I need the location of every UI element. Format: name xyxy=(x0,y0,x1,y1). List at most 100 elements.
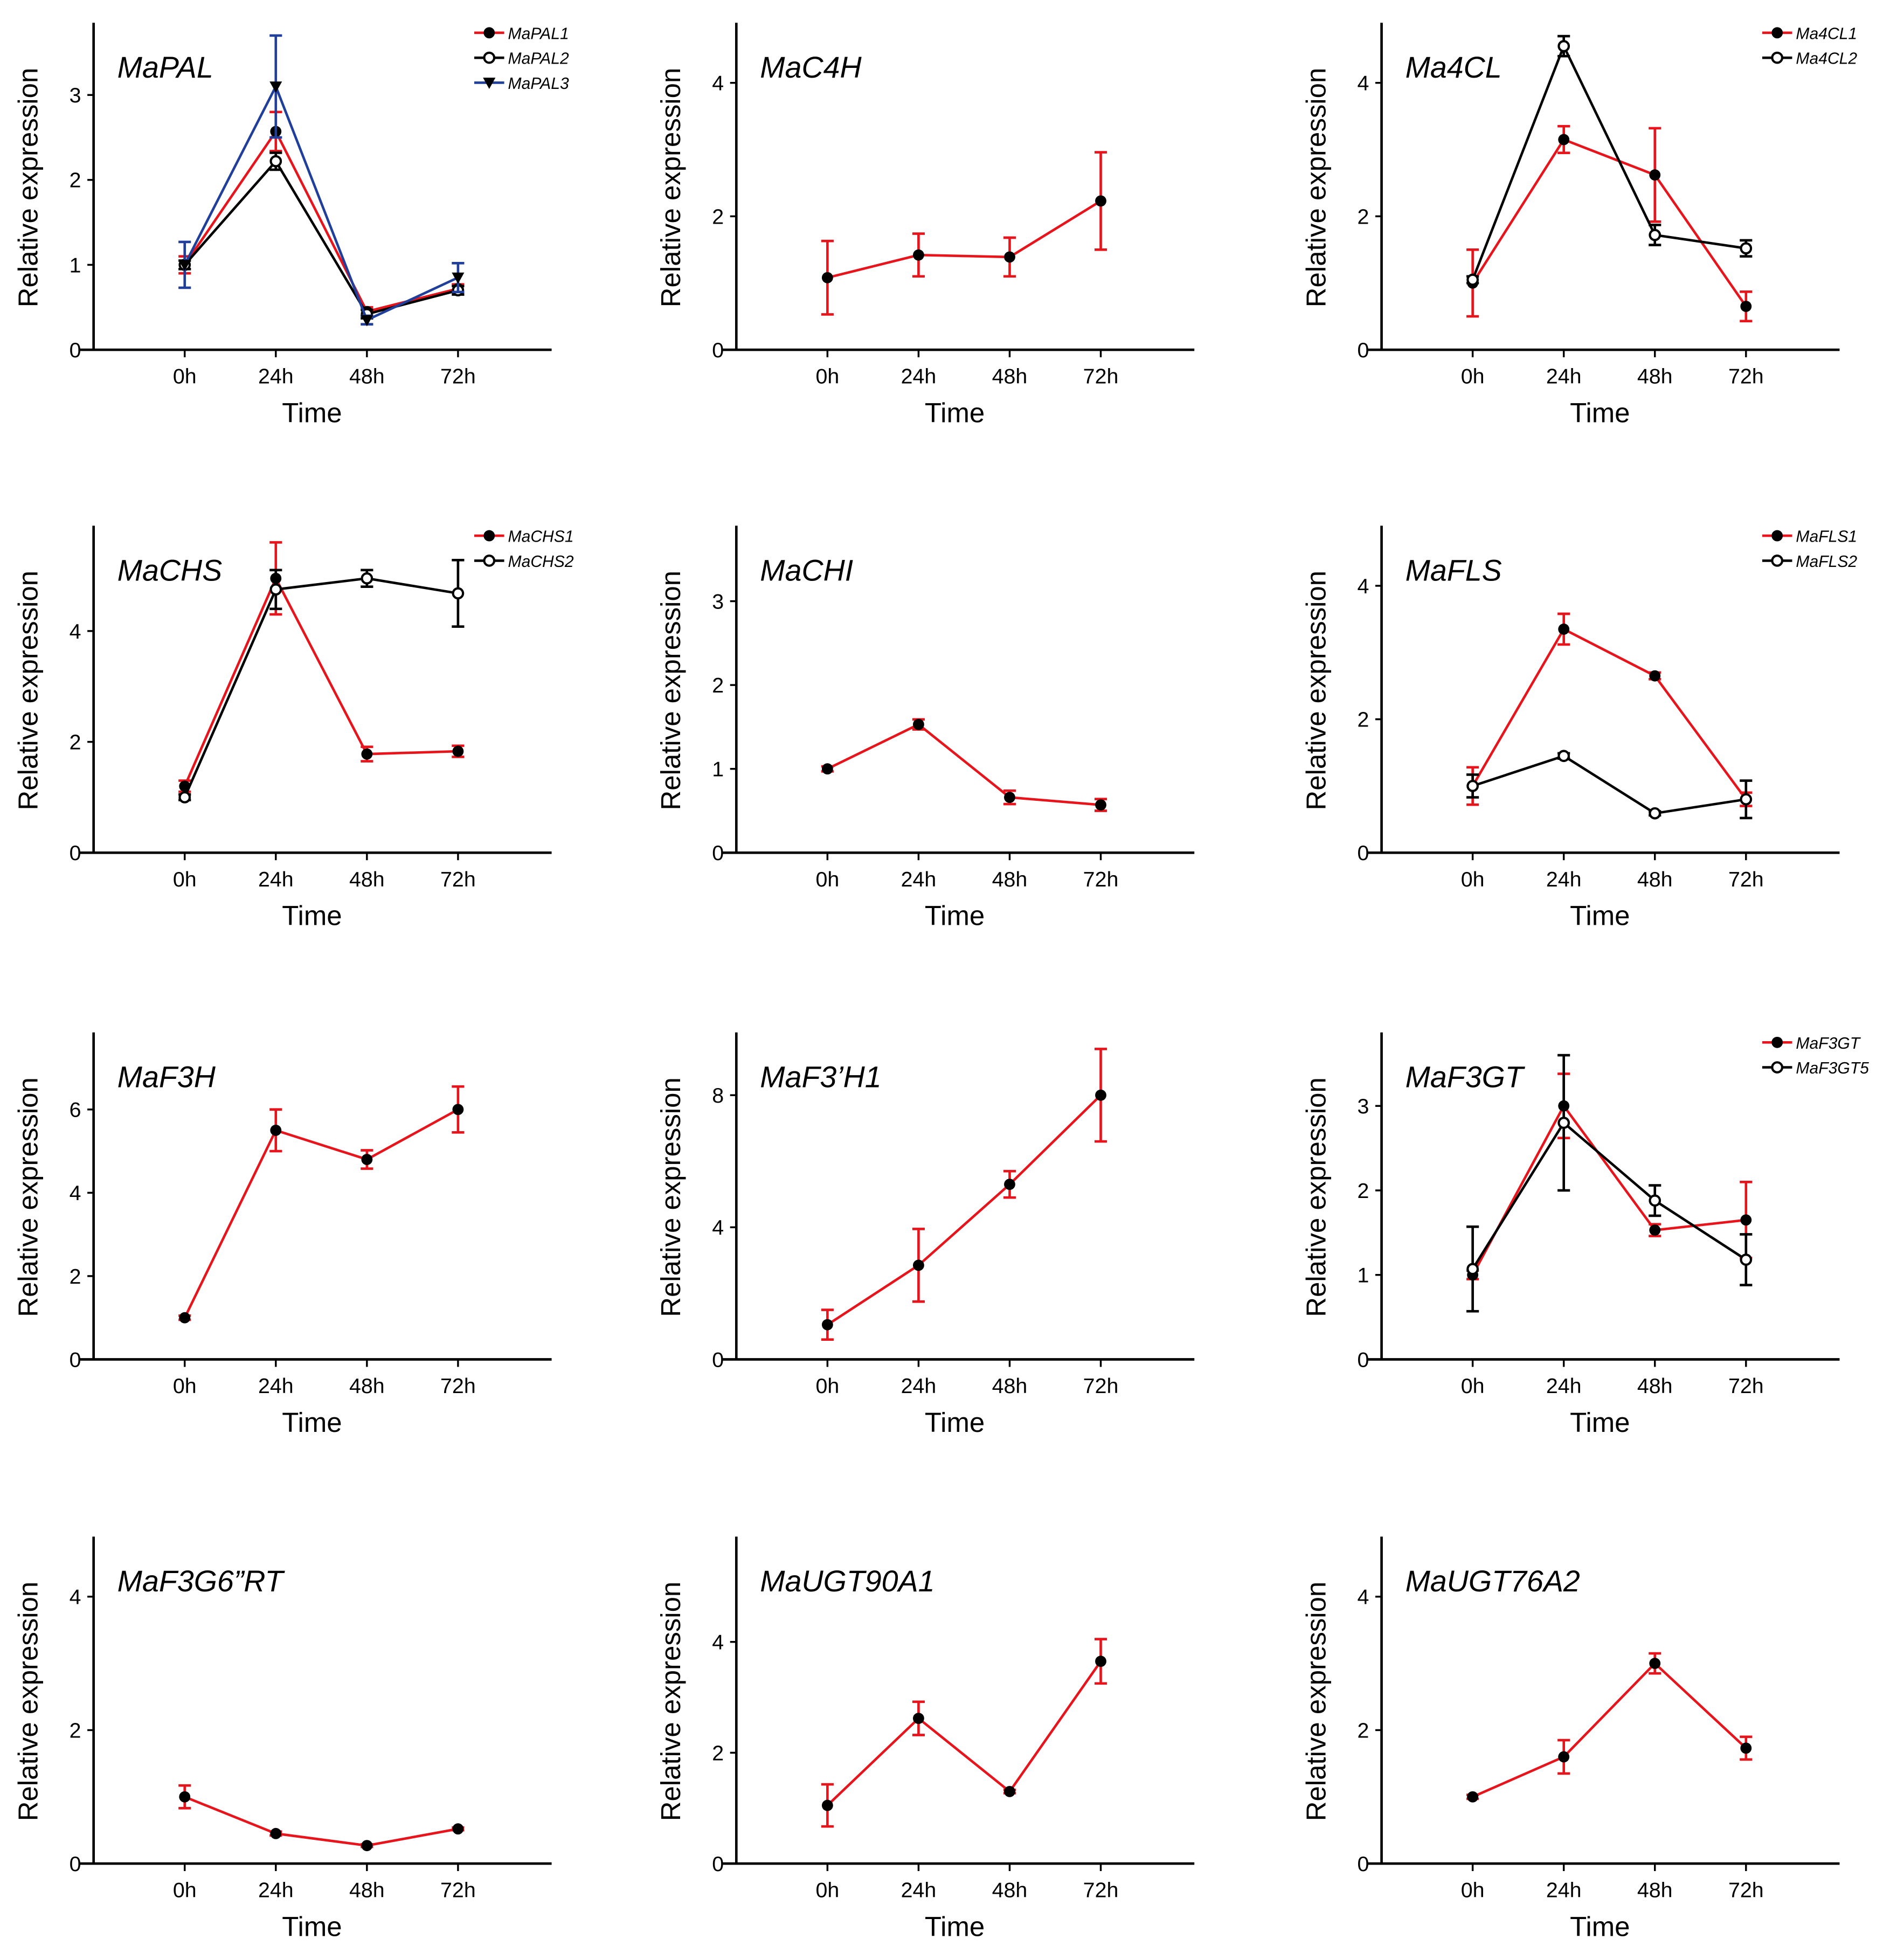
legend-marker xyxy=(483,555,496,567)
chart-panel: 0 2 4 0h 24h 48h 72h Time Relative expression MaU… xyxy=(655,1536,1195,1942)
legend-label: Ma4CL1 xyxy=(1796,25,1857,43)
legend-label: MaFLS1 xyxy=(1796,528,1857,546)
data-point xyxy=(269,81,282,93)
series-line xyxy=(184,1796,459,1847)
series-line xyxy=(183,83,459,322)
x-tick-label: 72h xyxy=(1728,1879,1764,1902)
y-tick-label: 4 xyxy=(712,1216,724,1239)
data-point xyxy=(1004,792,1015,804)
x-tick-label: 0h xyxy=(1461,365,1485,389)
data-point xyxy=(1557,40,1570,52)
y-tick-label: 0 xyxy=(1358,338,1369,362)
x-tick-label: 24h xyxy=(258,1879,294,1902)
x-tick-label: 0h xyxy=(173,868,197,891)
data-point xyxy=(1095,195,1106,207)
y-tick-label: 0 xyxy=(712,841,724,865)
series-line xyxy=(1471,627,1747,800)
y-tick-label: 6 xyxy=(70,1098,81,1122)
x-tick-label: 72h xyxy=(1083,1374,1119,1398)
chart-panel: 0 2 4 0h 24h 48h 72h Time Relative expression MaC… xyxy=(655,23,1195,428)
series xyxy=(178,558,465,804)
x-axis-label: Time xyxy=(1570,397,1630,428)
y-tick-label: 2 xyxy=(1358,205,1369,228)
y-tick-label: 2 xyxy=(712,674,724,697)
series xyxy=(1466,750,1753,820)
x-tick-label: 48h xyxy=(349,1374,385,1398)
series xyxy=(178,1784,465,1852)
y-tick-label: 3 xyxy=(1358,1095,1369,1118)
y-axis-label: Relative expression xyxy=(1300,1582,1331,1822)
y-tick-label: 3 xyxy=(712,590,724,613)
chart-panel: 0 1 2 3 0h 24h 48h 72h Time Relative expression Ma… xyxy=(12,23,569,428)
series-line xyxy=(183,575,458,787)
data-point xyxy=(1649,169,1661,181)
y-tick-label: 1 xyxy=(712,758,724,781)
series-line xyxy=(1471,1121,1747,1270)
y-tick-label: 0 xyxy=(70,1348,81,1372)
legend-label: MaCHS2 xyxy=(508,553,574,571)
x-axis-label: Time xyxy=(925,1911,985,1942)
data-point xyxy=(178,260,191,272)
series-line xyxy=(183,129,459,313)
x-tick-label: 72h xyxy=(1083,1879,1119,1902)
x-tick-label: 72h xyxy=(1728,1374,1764,1398)
data-point xyxy=(1740,242,1753,255)
chart-panel: 0 2 4 0h 24h 48h 72h Time Relative expression MaC… xyxy=(12,525,574,931)
x-tick-label: 24h xyxy=(1546,868,1582,891)
legend-marker xyxy=(1771,27,1783,39)
data-point xyxy=(1740,1214,1752,1226)
data-point xyxy=(1649,670,1661,682)
data-point xyxy=(821,1319,833,1331)
x-tick-label: 0h xyxy=(815,868,839,891)
series xyxy=(1466,34,1753,286)
chart-panel: 0 2 4 0h 24h 48h 72h Time Relative expression MaF… xyxy=(1300,525,1857,931)
y-tick-label: 2 xyxy=(70,169,81,192)
data-point xyxy=(361,748,373,760)
x-tick-label: 0h xyxy=(173,1879,197,1902)
y-tick-label: 0 xyxy=(1358,841,1369,865)
x-tick-label: 72h xyxy=(1728,868,1764,891)
y-tick-label: 1 xyxy=(1358,1264,1369,1287)
x-tick-label: 0h xyxy=(815,365,839,389)
series-line xyxy=(826,1660,1102,1806)
x-tick-label: 48h xyxy=(349,1879,385,1902)
data-point xyxy=(1466,780,1479,792)
series-line xyxy=(1471,43,1747,280)
data-point xyxy=(1557,1117,1570,1129)
x-tick-label: 24h xyxy=(901,1374,937,1398)
y-tick-label: 2 xyxy=(1358,1719,1369,1742)
y-axis-label: Relative expression xyxy=(12,1582,43,1822)
data-point xyxy=(1095,799,1106,811)
data-point xyxy=(1649,807,1661,820)
data-point xyxy=(179,1791,191,1803)
series-line xyxy=(183,159,459,316)
x-tick-label: 48h xyxy=(1637,365,1673,389)
data-point xyxy=(1558,624,1570,635)
x-tick-label: 72h xyxy=(1083,868,1119,891)
x-tick-label: 24h xyxy=(1546,1374,1582,1398)
y-axis-label: Relative expression xyxy=(12,571,43,811)
y-tick-label: 4 xyxy=(1358,72,1369,95)
data-point xyxy=(361,572,373,585)
y-tick-label: 0 xyxy=(712,1348,724,1372)
x-tick-label: 0h xyxy=(1461,1374,1485,1398)
chart-panel: 0 1 2 3 0h 24h 48h 72h Time Relative expression Ma… xyxy=(1300,1032,1869,1438)
series xyxy=(1466,124,1753,323)
y-tick-label: 2 xyxy=(1358,708,1369,732)
legend-marker xyxy=(1771,1036,1783,1048)
series xyxy=(821,151,1107,316)
data-point xyxy=(269,583,282,596)
legend-marker xyxy=(483,78,496,89)
series-line xyxy=(827,723,1101,806)
x-tick-label: 0h xyxy=(815,1879,839,1902)
y-tick-label: 0 xyxy=(712,1852,724,1876)
x-tick-label: 72h xyxy=(440,1374,476,1398)
series-line xyxy=(827,1094,1102,1326)
x-axis-label: Time xyxy=(282,397,342,428)
x-tick-label: 24h xyxy=(1546,365,1582,389)
x-tick-label: 72h xyxy=(440,1879,476,1902)
y-tick-label: 2 xyxy=(712,205,724,228)
legend-marker xyxy=(1771,1061,1784,1074)
chart-panel: 0 2 4 0h 24h 48h 72h Time Relative expression MaF… xyxy=(12,1536,552,1942)
